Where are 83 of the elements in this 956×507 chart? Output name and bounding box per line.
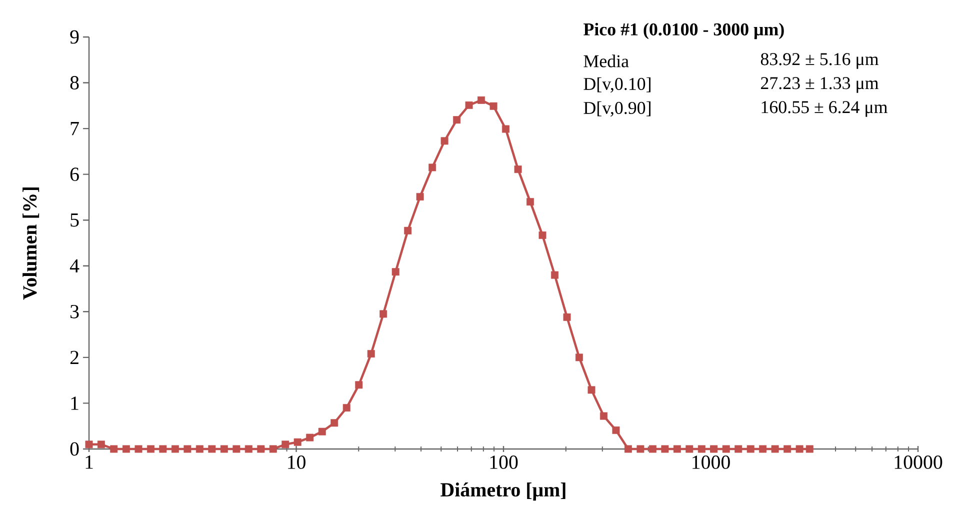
point (380, 310, 388, 318)
point (746, 445, 754, 453)
point (710, 445, 718, 453)
x-tick-label: 10000 (894, 455, 942, 469)
x-axis-title: Diámetro [μm] (440, 482, 566, 501)
point (538, 231, 546, 239)
point (367, 350, 375, 358)
point (563, 313, 571, 321)
y-tick-label: 2 (70, 350, 78, 364)
annotation: 83.92 ± 5.16 μm (760, 53, 879, 69)
point (698, 445, 706, 453)
y-tick-label: 1 (71, 396, 78, 410)
x-tick-label: 1000 (692, 455, 730, 469)
y-axis-title: Volumen [%] (22, 188, 40, 300)
point (514, 166, 522, 174)
point (282, 440, 290, 448)
point (208, 445, 216, 453)
point (184, 445, 192, 453)
point (97, 440, 105, 448)
point (392, 268, 400, 276)
point (478, 96, 485, 104)
y-tick-label: 3 (70, 304, 79, 318)
point (636, 445, 644, 453)
point (588, 386, 596, 394)
point (147, 445, 154, 453)
y-tick-label: 8 (70, 76, 79, 90)
point (440, 137, 448, 145)
point (342, 404, 350, 412)
point (624, 445, 632, 453)
point (784, 445, 792, 453)
point (771, 445, 779, 453)
y-tick-label: 5 (70, 213, 79, 227)
point (294, 438, 302, 446)
point (110, 445, 118, 453)
point (196, 445, 204, 453)
point (404, 226, 412, 234)
point (85, 440, 93, 448)
annotation: 27.23 ± 1.33 μm (760, 77, 879, 93)
point (600, 412, 608, 420)
point (734, 445, 742, 453)
point (355, 381, 363, 389)
annotation: D[v,0.10] (584, 77, 650, 93)
point (673, 445, 681, 453)
point (318, 428, 326, 436)
point (612, 426, 620, 434)
point (465, 101, 473, 109)
point (551, 271, 558, 279)
point (416, 193, 424, 200)
y-tick-label: 4 (70, 259, 80, 272)
x-tick-label: 10 (288, 455, 306, 469)
point (171, 445, 179, 453)
annotation: Media (584, 54, 629, 68)
point (575, 354, 583, 362)
point (232, 445, 240, 453)
point (526, 198, 534, 206)
annotation: 160.55 ± 6.24 μm (762, 101, 888, 117)
y-tick-label: 6 (70, 168, 79, 182)
point (686, 445, 694, 453)
point (159, 445, 167, 453)
point (306, 434, 314, 442)
point (453, 116, 461, 124)
y-tick-label: 7 (70, 122, 79, 136)
point (269, 445, 277, 453)
y-tick-label: 9 (70, 30, 79, 44)
point (648, 445, 656, 453)
x-tick-label: 100 (490, 455, 518, 469)
annotation: D[v,0.90] (584, 101, 650, 117)
point (490, 102, 498, 110)
point (122, 445, 130, 453)
annotation: Pico #1 (0.0100 - 3000 μm) (584, 22, 784, 40)
point (661, 445, 669, 453)
point (244, 445, 252, 453)
point (220, 445, 228, 453)
point (134, 445, 142, 453)
x-tick-label: 1 (86, 455, 93, 469)
point (759, 445, 767, 453)
point (722, 445, 730, 453)
point (428, 164, 436, 172)
y-tick-label: 0 (70, 442, 79, 456)
point (257, 445, 265, 453)
point (330, 419, 338, 427)
point (502, 125, 510, 133)
point (796, 445, 804, 453)
